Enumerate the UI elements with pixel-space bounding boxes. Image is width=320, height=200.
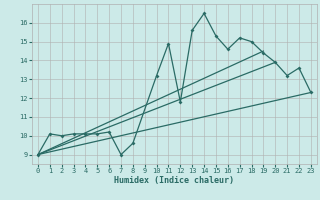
X-axis label: Humidex (Indice chaleur): Humidex (Indice chaleur) (115, 176, 234, 185)
